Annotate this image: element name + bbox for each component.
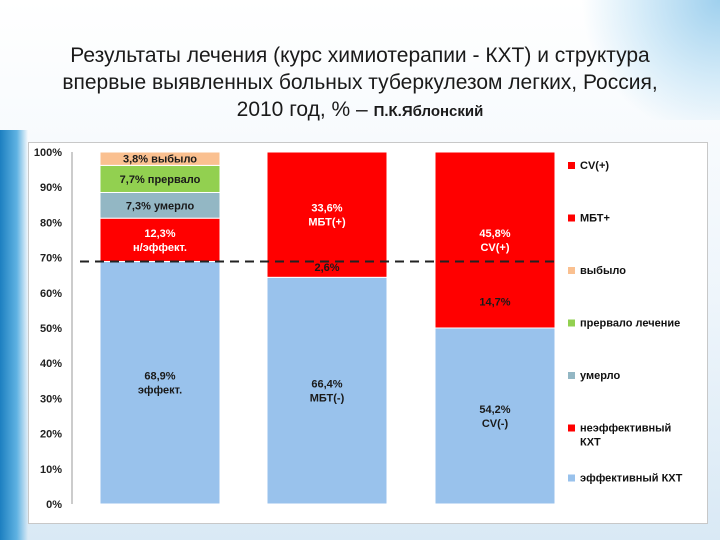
y-tick-label: 10% xyxy=(40,464,62,476)
bar-segment xyxy=(266,151,388,278)
slide-title: Результаты лечения (курс химиотерапии - … xyxy=(0,42,720,125)
y-tick-label: 50% xyxy=(40,323,62,335)
data-label: 68,9% xyxy=(144,371,175,383)
data-label: 33,6% xyxy=(311,203,342,215)
data-label: н/эффект. xyxy=(133,242,187,254)
y-tick-label: 30% xyxy=(40,393,62,405)
y-tick-label: 70% xyxy=(40,253,62,265)
data-label: CV(+) xyxy=(480,242,509,254)
data-label: МБТ(-) xyxy=(310,393,345,405)
y-tick-label: 40% xyxy=(40,358,62,370)
bar-segment xyxy=(99,151,221,166)
title-line-3: 2010 год, % – П.К.Яблонский xyxy=(0,96,720,125)
bar-segment xyxy=(434,151,556,329)
bar-segment xyxy=(434,327,556,505)
data-label: CV(-) xyxy=(482,418,509,430)
y-tick-label: 90% xyxy=(40,182,62,194)
title-line-2: впервые выявленных больных туберкулезом … xyxy=(62,71,658,94)
y-tick-label: 60% xyxy=(40,288,62,300)
legend-swatch xyxy=(568,267,575,274)
data-label: 66,4% xyxy=(311,379,342,391)
left-decoration xyxy=(0,130,28,540)
title-line-1: Результаты лечения (курс химиотерапии - … xyxy=(70,44,650,67)
data-label: 7,7% прервало xyxy=(120,174,201,186)
y-tick-label: 0% xyxy=(46,499,62,511)
data-label: эффект. xyxy=(138,385,182,397)
bar-segment xyxy=(266,276,388,505)
legend-label: CV(+) xyxy=(580,160,609,172)
y-tick-label: 80% xyxy=(40,217,62,229)
data-label: 45,8% xyxy=(479,228,510,240)
legend-swatch xyxy=(568,319,575,327)
corner-decoration xyxy=(580,0,720,120)
legend-swatch xyxy=(568,162,575,169)
legend-label: неэффективный xyxy=(580,423,671,435)
data-label: 7,3% умерло xyxy=(126,200,195,212)
legend-swatch xyxy=(568,474,575,482)
data-label: 2,6% xyxy=(314,262,339,274)
legend-label: эффективный КХТ xyxy=(580,473,683,485)
data-label: 14,7% xyxy=(479,297,510,309)
data-label: МБТ(+) xyxy=(308,217,346,229)
legend-label: выбыло xyxy=(580,265,626,277)
y-tick-label: 20% xyxy=(40,429,62,441)
y-tick-label: 100% xyxy=(34,147,62,159)
data-label: 54,2% xyxy=(479,404,510,416)
legend-label: МБТ+ xyxy=(580,213,610,225)
legend-swatch xyxy=(568,424,575,432)
legend-swatch xyxy=(568,372,575,379)
legend-swatch xyxy=(568,214,575,222)
data-label: 3,8% выбыло xyxy=(123,154,197,166)
legend-label: КХТ xyxy=(580,437,601,449)
legend-label: прервало лечение xyxy=(580,318,680,330)
title-line-3-text: 2010 год, % – xyxy=(236,98,368,121)
author-name: П.К.Яблонский xyxy=(373,103,484,120)
legend-label: умерло xyxy=(580,370,621,382)
bar-segment xyxy=(99,164,221,193)
data-label: 12,3% xyxy=(144,228,175,240)
